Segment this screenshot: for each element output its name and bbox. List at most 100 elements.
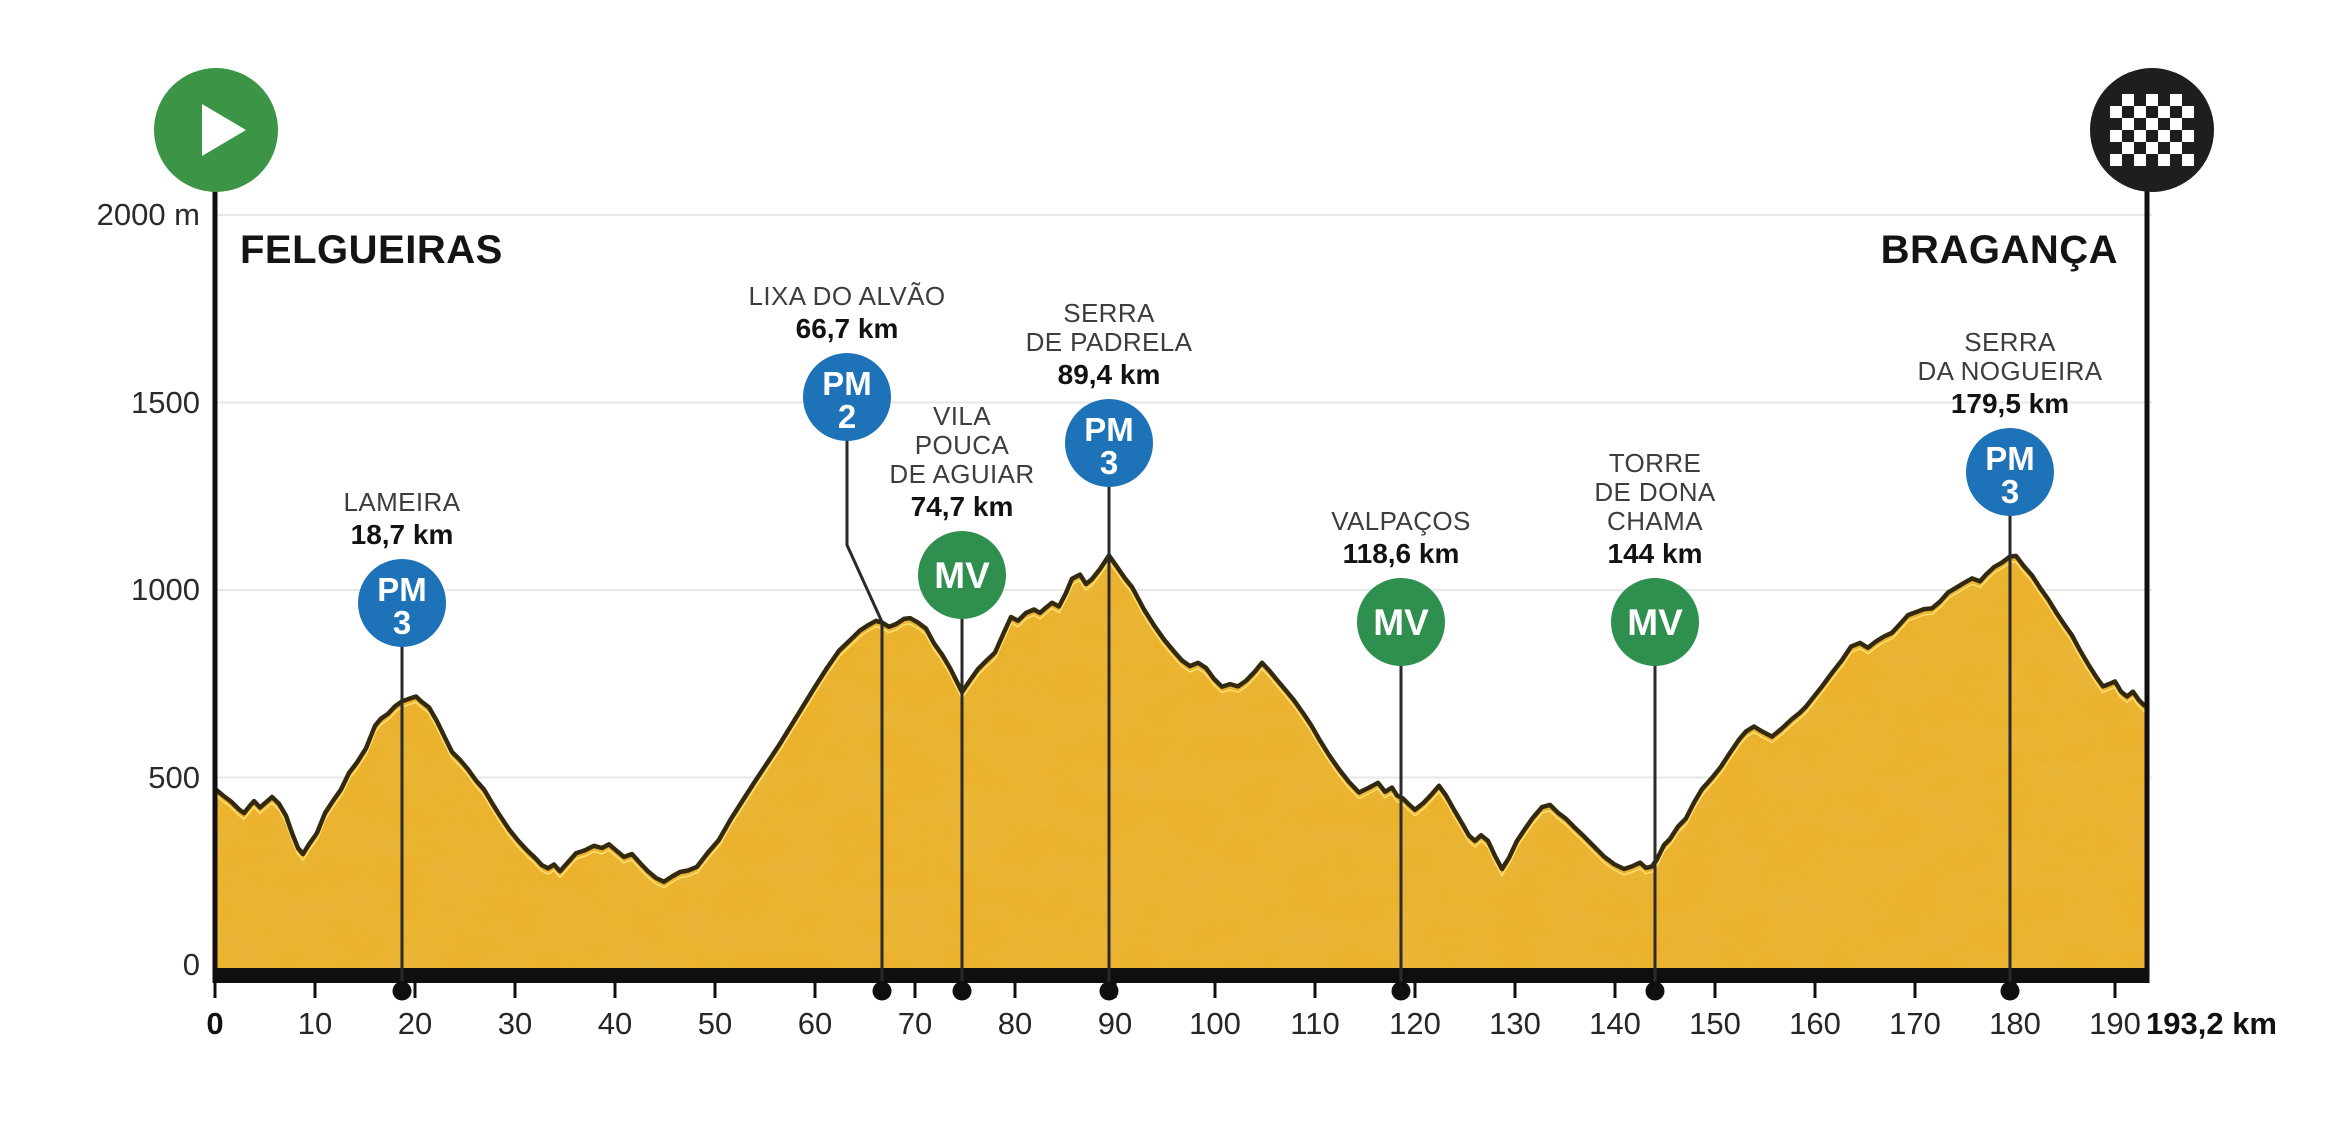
total-distance-label: 193,2 km <box>2146 1006 2277 1041</box>
climb-name: SERRA <box>1063 298 1155 328</box>
x-axis-tick <box>713 983 717 998</box>
badge-text-category: 3 <box>393 604 411 641</box>
y-axis-label-2000: 2000 m <box>96 197 200 232</box>
climb-km-label: 118,6 km <box>1342 538 1460 569</box>
checker-square <box>2170 118 2182 130</box>
x-axis-label-100: 100 <box>1189 1006 1241 1041</box>
climb-dot <box>872 981 892 1001</box>
checker-square <box>2158 106 2170 118</box>
x-axis-label-180: 180 <box>1989 1006 2041 1041</box>
x-axis-tick <box>313 983 317 998</box>
x-axis-tick <box>1013 983 1017 998</box>
y-axis-line <box>212 188 218 983</box>
mv-badge <box>918 531 1006 619</box>
x-axis-tick <box>1413 983 1417 998</box>
elevation-inner-highlight <box>215 560 2147 889</box>
finish-icon <box>2090 68 2214 192</box>
climb-name: SERRA <box>1964 327 2056 357</box>
climb-connector <box>845 439 884 991</box>
badge-text-mv: MV <box>1627 602 1683 643</box>
x-axis-tick <box>1713 983 1717 998</box>
x-axis-tick <box>1613 983 1617 998</box>
start-finish-icons <box>154 68 2214 192</box>
x-axis-tick <box>1913 983 1917 998</box>
x-axis-label-110: 110 <box>1290 1006 1340 1041</box>
badge-text-category: 3 <box>1100 444 1118 481</box>
x-axis-label-80: 80 <box>997 1006 1033 1041</box>
pm-badge <box>1065 399 1153 487</box>
finish-line <box>2144 188 2150 983</box>
climb-label-block: LAMEIRA 18,7 km <box>232 488 572 551</box>
pm-badge <box>1966 428 2054 516</box>
x-axis-tick <box>913 983 917 998</box>
x-axis-label-30: 30 <box>497 1006 533 1041</box>
badge-text-pm: PM <box>1084 411 1134 448</box>
checker-square <box>2182 106 2194 118</box>
x-axis-label-140: 140 <box>1589 1006 1641 1041</box>
badge-text-mv: MV <box>934 555 990 596</box>
climb-name: POUCA <box>914 430 1010 460</box>
climb-name: DE PADRELA <box>1025 327 1193 357</box>
badge-text-pm: PM <box>1985 440 2035 477</box>
climb-name: VALPAÇOS <box>1331 506 1471 536</box>
checker-square <box>2146 94 2158 106</box>
badge-text-pm: PM <box>377 571 427 608</box>
checker-square <box>2122 94 2134 106</box>
finish-city-label: BRAGANÇA <box>1880 228 2118 272</box>
climb-dot <box>1099 981 1119 1001</box>
checker-square <box>2146 118 2158 130</box>
checker-square <box>2182 130 2194 142</box>
checker-square <box>2122 142 2134 154</box>
x-axis-label-190: 190 <box>2089 1006 2141 1041</box>
x-axis-tick <box>813 983 817 998</box>
checker-square <box>2170 142 2182 154</box>
climb-name: CHAMA <box>1607 506 1703 536</box>
x-axis-tick <box>513 983 517 998</box>
climb-dot <box>1391 981 1411 1001</box>
x-axis-label-40: 40 <box>597 1006 633 1041</box>
checkered-flag-icon <box>2110 94 2194 166</box>
badge-text-category: 2 <box>838 398 856 435</box>
climb-label-block: SERRA DA NOGUEIRA 179,5 km <box>1840 328 2180 420</box>
checker-square <box>2158 130 2170 142</box>
x-axis-label-120: 120 <box>1389 1006 1441 1041</box>
x-axis-tick <box>1213 983 1217 998</box>
climb-name: DE AGUIAR <box>889 459 1035 489</box>
climb-dot <box>2000 981 2020 1001</box>
elevation-area <box>213 553 2148 983</box>
checker-square <box>2134 106 2146 118</box>
x-axis-label-160: 160 <box>1789 1006 1841 1041</box>
start-city-label: FELGUEIRAS <box>240 228 503 272</box>
x-axis-baseline <box>212 968 2150 983</box>
climb-dot <box>1645 981 1665 1001</box>
x-axis-label-60: 60 <box>797 1006 833 1041</box>
climb-km-label: 18,7 km <box>350 519 454 550</box>
pm-badge <box>358 559 446 647</box>
x-axis-label-0: 0 <box>206 1006 224 1041</box>
x-axis-tick <box>1313 983 1317 998</box>
x-axis-tick <box>1513 983 1517 998</box>
checker-square <box>2146 142 2158 154</box>
pm-badge <box>803 353 891 441</box>
climb-label-block: LIXA DO ALVÃO 66,7 km <box>677 282 1017 345</box>
climb-dot <box>952 981 972 1001</box>
play-icon <box>202 104 246 156</box>
climb-name: LAMEIRA <box>343 487 461 517</box>
x-axis-label-170: 170 <box>1889 1006 1941 1041</box>
checker-square <box>2110 106 2122 118</box>
climb-name: DE DONA <box>1594 477 1716 507</box>
badge-text-mv: MV <box>1373 602 1429 643</box>
checker-square <box>2110 154 2122 166</box>
climb-label-block: TORRE DE DONA CHAMA 144 km <box>1485 449 1825 570</box>
climb-km-label: 74,7 km <box>910 491 1014 522</box>
mv-badge <box>1611 578 1699 666</box>
climb-km-label: 144 km <box>1607 538 1703 569</box>
mv-badge <box>1357 578 1445 666</box>
climb-connectors <box>392 439 2020 1001</box>
x-axis-tick <box>413 983 417 998</box>
x-axis-tick <box>613 983 617 998</box>
x-axis-label-130: 130 <box>1489 1006 1541 1041</box>
x-axis-label-50: 50 <box>697 1006 733 1041</box>
